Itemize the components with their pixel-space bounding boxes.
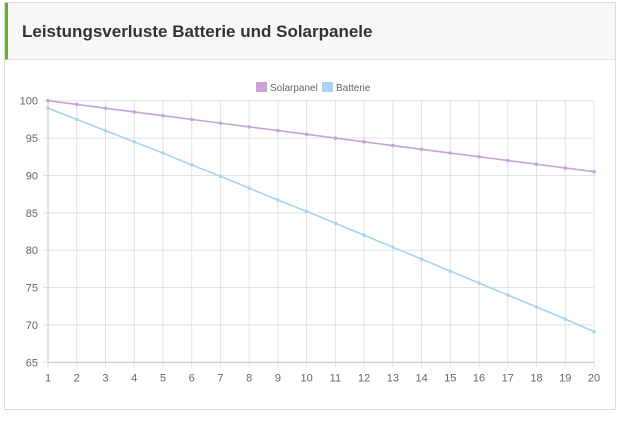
y-tick-label: 90 (26, 170, 38, 182)
data-point (505, 158, 510, 163)
x-tick-label: 1 (45, 372, 51, 384)
data-point (132, 140, 137, 144)
data-point (304, 132, 309, 137)
series-line-solarpanel (47, 99, 595, 173)
y-tick-label: 85 (26, 208, 38, 220)
data-point (333, 221, 338, 226)
data-point (304, 209, 309, 214)
data-point (161, 151, 165, 155)
data-point (419, 147, 424, 152)
series-line-batterie (47, 107, 595, 333)
x-tick-label: 18 (530, 372, 542, 384)
x-tick-label: 5 (160, 372, 166, 384)
y-tick-label: 75 (26, 283, 38, 295)
data-point (247, 186, 251, 190)
data-point (46, 106, 50, 110)
y-tick-label: 80 (26, 245, 38, 257)
data-point (362, 140, 366, 144)
x-tick-label: 6 (189, 372, 195, 384)
data-point (74, 102, 79, 107)
x-tick-label: 7 (217, 372, 223, 384)
x-tick-label: 11 (330, 372, 341, 384)
y-tick-label: 70 (26, 320, 38, 332)
legend-swatch (256, 82, 267, 92)
data-point (46, 98, 50, 103)
data-point (189, 163, 194, 167)
x-tick-label: 8 (246, 372, 252, 384)
legend-label: Batterie (336, 83, 371, 94)
data-point (448, 269, 453, 273)
data-point (247, 125, 251, 129)
data-point (276, 128, 280, 133)
legend-label: Solarpanel (270, 83, 318, 94)
data-point (505, 293, 510, 297)
data-point (276, 198, 280, 202)
x-tick-label: 15 (444, 372, 456, 384)
x-tick-label: 10 (301, 372, 313, 384)
data-point (592, 329, 596, 334)
x-tick-label: 16 (473, 372, 485, 384)
data-point (103, 128, 108, 133)
chart-card: Leistungsverluste Batterie und Solarpane… (4, 2, 616, 410)
data-point (534, 305, 539, 309)
x-tick-label: 9 (275, 372, 281, 384)
x-tick-label: 17 (502, 372, 514, 384)
y-tick-label: 95 (26, 133, 38, 145)
card-header: Leistungsverluste Batterie und Solarpane… (5, 3, 615, 60)
data-point (563, 317, 568, 321)
data-point (419, 257, 424, 261)
legend-swatch (322, 82, 333, 92)
x-tick-label: 13 (387, 372, 399, 384)
data-point (103, 106, 108, 110)
data-point (161, 113, 165, 118)
data-point (477, 154, 481, 159)
data-point (218, 174, 223, 178)
x-tick-label: 3 (102, 372, 108, 384)
card-title: Leistungsverluste Batterie und Solarpane… (22, 22, 373, 41)
data-point (218, 121, 223, 125)
data-point (448, 151, 453, 155)
data-point (477, 281, 481, 285)
data-point (362, 233, 366, 238)
data-point (74, 117, 79, 122)
y-tick-label: 65 (26, 357, 38, 369)
data-point (132, 110, 137, 114)
y-tick-label: 100 (20, 96, 38, 108)
data-point (333, 136, 338, 140)
data-point (534, 162, 539, 167)
x-tick-label: 2 (74, 372, 80, 384)
data-point (391, 245, 395, 249)
x-tick-label: 19 (559, 372, 571, 384)
x-tick-label: 14 (415, 372, 427, 384)
data-point (189, 117, 194, 122)
data-point (592, 169, 596, 174)
x-tick-label: 12 (358, 372, 370, 384)
x-tick-label: 20 (588, 372, 600, 384)
data-point (563, 166, 568, 170)
x-tick-label: 4 (131, 372, 137, 384)
data-point (391, 143, 395, 148)
